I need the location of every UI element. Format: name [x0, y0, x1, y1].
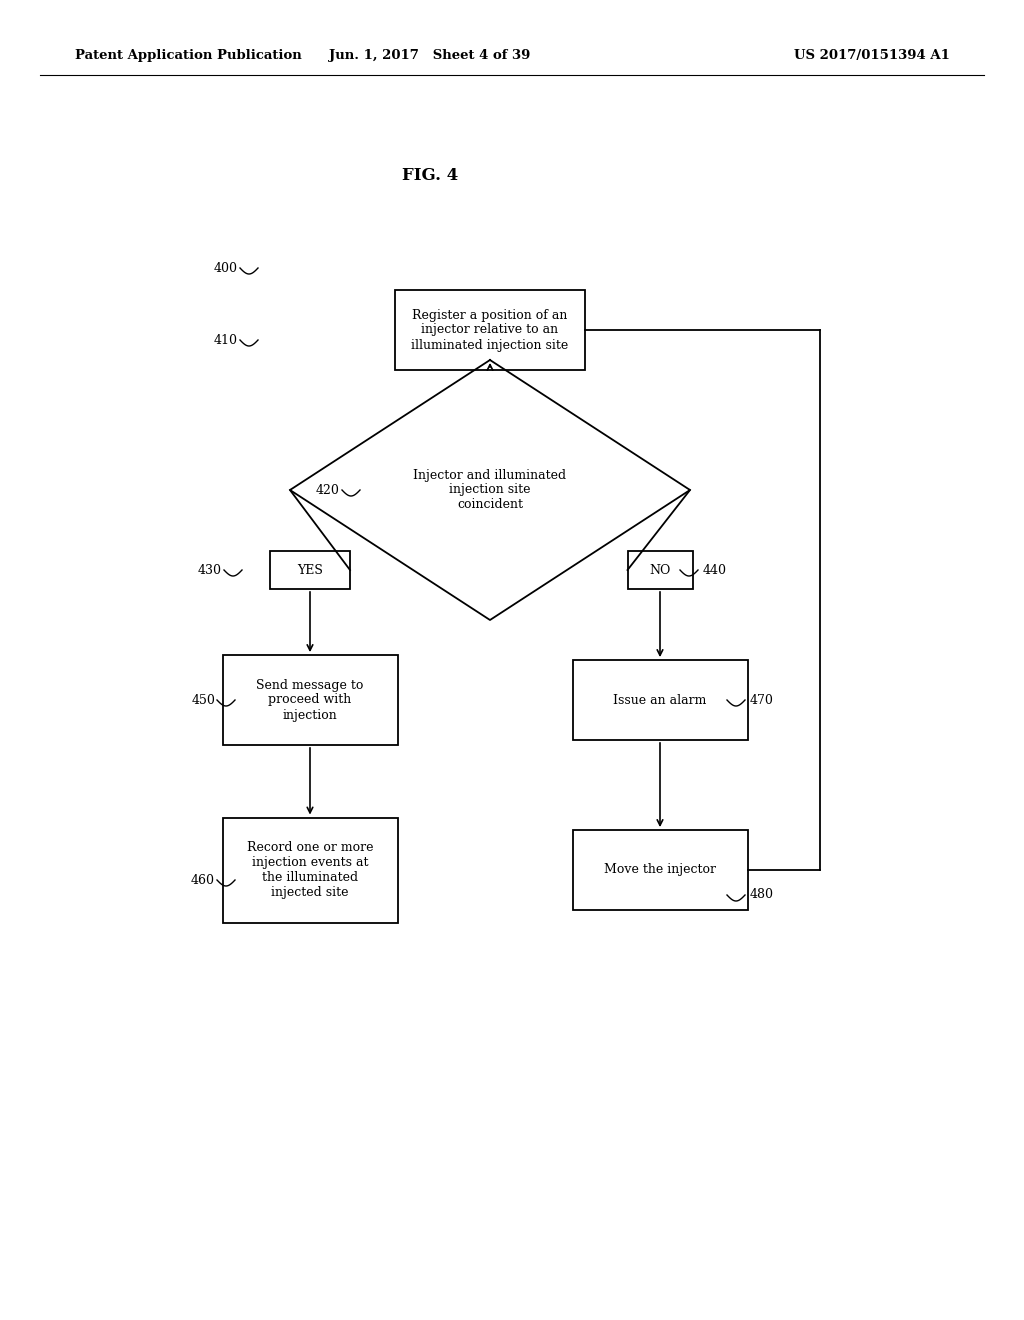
Text: 480: 480: [750, 888, 774, 902]
Text: Record one or more
injection events at
the illuminated
injected site: Record one or more injection events at t…: [247, 841, 374, 899]
Bar: [395, 290, 585, 370]
Text: Move the injector: Move the injector: [604, 863, 716, 876]
Text: Injector and illuminated
injection site
coincident: Injector and illuminated injection site …: [414, 469, 566, 511]
Bar: [572, 830, 748, 909]
Text: 440: 440: [703, 564, 727, 577]
Text: FIG. 4: FIG. 4: [401, 166, 458, 183]
Text: 470: 470: [750, 693, 774, 706]
Bar: [628, 550, 692, 589]
Text: Register a position of an
injector relative to an
illuminated injection site: Register a position of an injector relat…: [412, 309, 568, 351]
Text: Send message to
proceed with
injection: Send message to proceed with injection: [256, 678, 364, 722]
Text: NO: NO: [649, 564, 671, 577]
Text: Patent Application Publication: Patent Application Publication: [75, 49, 302, 62]
Bar: [222, 655, 397, 744]
Text: Jun. 1, 2017   Sheet 4 of 39: Jun. 1, 2017 Sheet 4 of 39: [330, 49, 530, 62]
Text: US 2017/0151394 A1: US 2017/0151394 A1: [795, 49, 950, 62]
Bar: [572, 660, 748, 741]
Text: 410: 410: [214, 334, 238, 346]
Text: 400: 400: [214, 261, 238, 275]
Text: 430: 430: [198, 564, 222, 577]
Text: Issue an alarm: Issue an alarm: [613, 693, 707, 706]
Text: 420: 420: [316, 483, 340, 496]
Bar: [222, 817, 397, 923]
Text: YES: YES: [297, 564, 323, 577]
Bar: [270, 550, 350, 589]
Text: 450: 450: [191, 693, 215, 706]
Text: 460: 460: [191, 874, 215, 887]
